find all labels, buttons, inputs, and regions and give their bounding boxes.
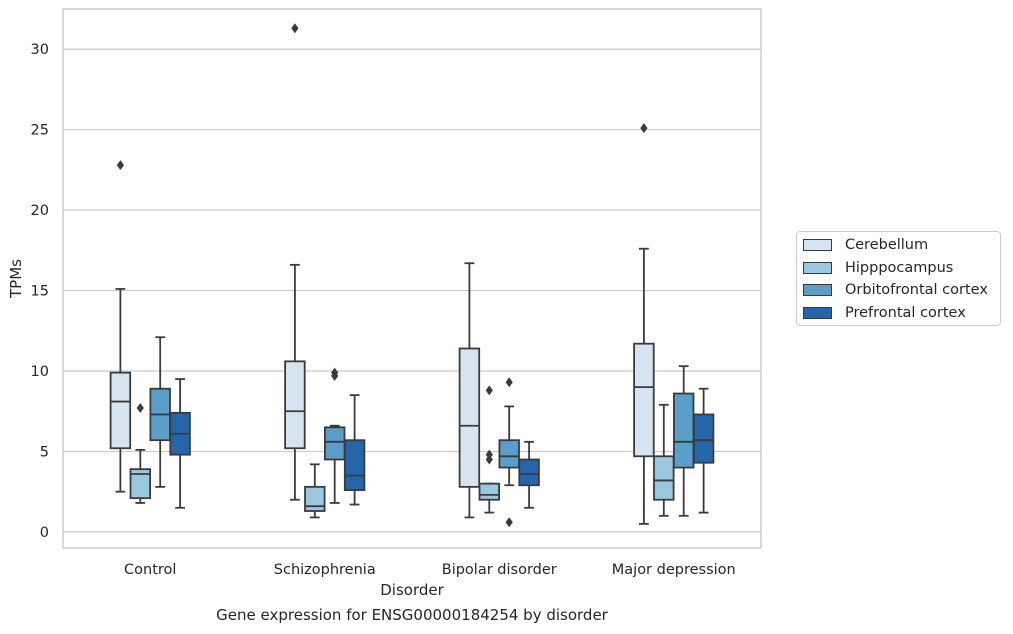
box-schizophrenia-cerebellum <box>284 360 306 450</box>
box-control-cerebellum <box>109 371 132 450</box>
legend-item-hippocampus: Hipppocampus <box>803 258 953 278</box>
y-tick-label-20: 20 <box>31 203 49 219</box>
legend-swatch-prefrontal <box>803 307 832 319</box>
outlier-bipolar-disorder-hipppocampus-0 <box>485 385 493 396</box>
x-tick-label-major-depression: Major depression <box>612 562 736 578</box>
legend-item-prefrontal: Prefrontal cortex <box>803 303 966 323</box>
box-schizophrenia-prefrontal-cortex <box>343 439 366 491</box>
legend-label-prefrontal: Prefrontal cortex <box>845 305 966 321</box>
x-tick-label-bipolar-disorder: Bipolar disorder <box>442 562 557 578</box>
legend-label-orbitofrontal: Orbitofrontal cortex <box>845 282 988 298</box>
outlier-control-cerebellum-0 <box>116 160 124 171</box>
box-bipolar-disorder-prefrontal-cortex <box>518 458 540 487</box>
box-control-hipppocampus <box>129 468 152 500</box>
y-tick-label-15: 15 <box>31 284 49 300</box>
outlier-schizophrenia-orbitofrontal-cortex-1 <box>331 370 339 381</box>
legend: Cerebellum Hipppocampus Orbitofrontal co… <box>796 231 1001 326</box>
x-tick-label-control: Control <box>124 562 176 578</box>
y-tick-label-10: 10 <box>31 364 49 380</box>
y-tick-label-30: 30 <box>31 42 49 58</box>
legend-item-cerebellum: Cerebellum <box>803 235 928 255</box>
box-major-depression-cerebellum <box>633 342 655 458</box>
box-major-depression-hipppocampus <box>653 455 675 501</box>
legend-label-hippocampus: Hipppocampus <box>845 260 954 276</box>
x-axis-label: Disorder <box>380 581 444 599</box>
x-tick-label-schizophrenia: Schizophrenia <box>274 562 376 578</box>
box-bipolar-disorder-cerebellum <box>458 347 481 488</box>
outlier-bipolar-disorder-hipppocampus-2 <box>485 454 493 465</box>
box-schizophrenia-hipppocampus <box>304 485 326 512</box>
y-tick-label-0: 0 <box>40 525 49 541</box>
y-axis-label: TPMs <box>7 259 25 299</box>
y-tick-label-5: 5 <box>40 444 49 460</box>
box-major-depression-prefrontal-cortex <box>692 413 715 464</box>
legend-swatch-hippocampus <box>803 262 832 274</box>
box-schizophrenia-orbitofrontal-cortex <box>323 426 346 461</box>
box-bipolar-disorder-orbitofrontal-cortex <box>498 439 520 469</box>
box-major-depression-orbitofrontal-cortex <box>673 392 695 469</box>
outlier-schizophrenia-cerebellum-0 <box>291 23 299 34</box>
plot-frame <box>62 8 762 549</box>
outlier-bipolar-disorder-orbitofrontal-cortex-1 <box>505 517 513 528</box>
outlier-control-hipppocampus-0 <box>136 403 144 414</box>
outlier-bipolar-disorder-orbitofrontal-cortex-0 <box>505 377 513 388</box>
outlier-major-depression-cerebellum-0 <box>640 123 648 134</box>
legend-label-cerebellum: Cerebellum <box>845 237 929 253</box>
legend-item-orbitofrontal: Orbitofrontal cortex <box>803 280 988 300</box>
figure-caption: Gene expression for ENSG00000184254 by d… <box>216 606 608 624</box>
y-tick-label-25: 25 <box>31 123 49 139</box>
legend-swatch-orbitofrontal <box>803 284 832 296</box>
legend-swatch-cerebellum <box>803 239 832 251</box>
box-bipolar-disorder-hipppocampus <box>478 482 501 501</box>
